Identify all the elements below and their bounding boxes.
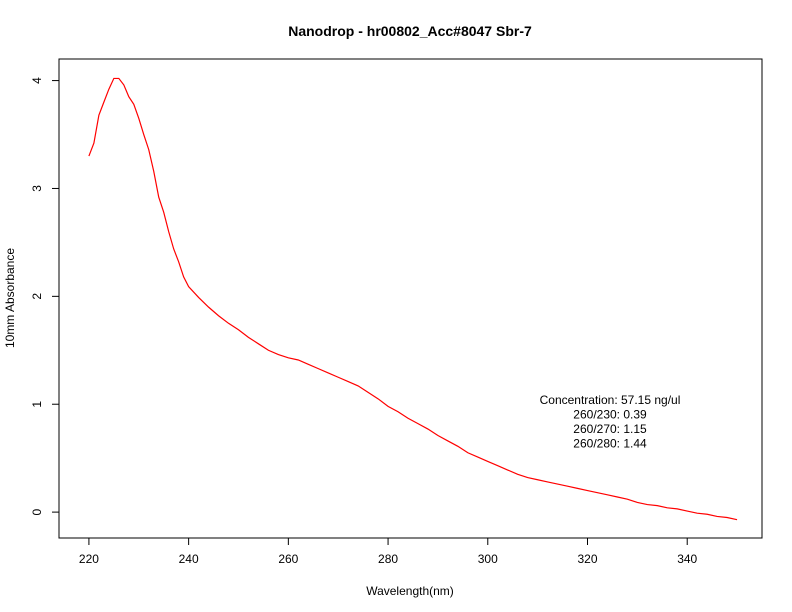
y-tick-label: 2	[30, 293, 44, 300]
x-tick-label: 220	[79, 552, 99, 566]
x-tick-label: 300	[478, 552, 498, 566]
x-tick-label: 340	[677, 552, 697, 566]
y-tick-label: 1	[30, 401, 44, 408]
annotation-line: 260/230: 0.39	[573, 408, 647, 422]
plot-frame	[58, 58, 763, 539]
x-axis-label: Wavelength(nm)	[366, 584, 454, 598]
absorbance-line	[88, 77, 738, 521]
y-axis-label: 10mm Absorbance	[3, 248, 17, 348]
y-tick-label: 0	[30, 508, 44, 515]
x-tick-label: 320	[577, 552, 597, 566]
x-tick-label: 260	[278, 552, 298, 566]
chart-title: Nanodrop - hr00802_Acc#8047 Sbr-7	[288, 23, 532, 39]
annotation-line: 260/270: 1.15	[573, 422, 647, 436]
y-tick-label: 4	[30, 77, 44, 84]
x-tick-label: 280	[378, 552, 398, 566]
x-tick-label: 240	[179, 552, 199, 566]
x-axis: 220 240 260 280 300 320 340	[79, 538, 698, 566]
y-axis: 0 1 2 3 4	[30, 77, 59, 515]
y-tick-label: 3	[30, 185, 44, 192]
annotation-line: 260/280: 1.44	[573, 437, 647, 451]
annotation-line: Concentration: 57.15 ng/ul	[540, 393, 681, 407]
